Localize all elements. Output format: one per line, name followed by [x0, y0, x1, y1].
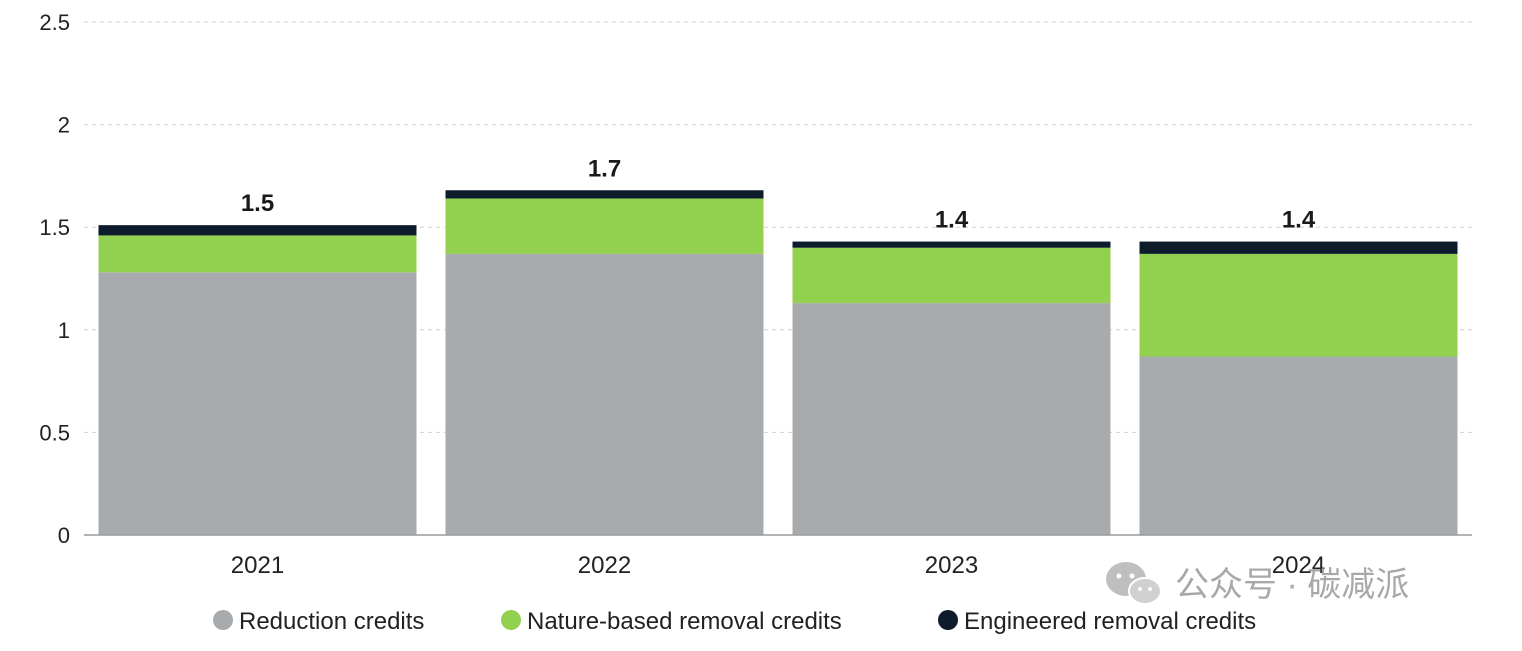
- bar-segment: [98, 235, 417, 273]
- watermark-text: 公众号 · 碳减派: [1175, 566, 1409, 604]
- data-labels: 1.5 2021 1.7 2022 1.4 2023 1.4 2024: [231, 155, 1325, 579]
- bar-segment: [792, 241, 1111, 248]
- legend-label: Engineered removal credits: [964, 608, 1256, 635]
- y-tick-label: 2.5: [39, 10, 70, 35]
- bar-segment: [445, 253, 764, 535]
- x-tick-label: 2023: [925, 552, 978, 579]
- legend-label: Nature-based removal credits: [527, 608, 842, 635]
- total-label: 1.5: [241, 190, 274, 217]
- x-tick-label: 2024: [1272, 552, 1325, 579]
- total-label: 1.4: [935, 207, 969, 234]
- gridlines: 0 0.5 1 1.5 2 2.5: [39, 10, 1472, 548]
- legend: Reduction credits Nature-based removal cr…: [213, 608, 1256, 635]
- bar-segment: [445, 190, 764, 199]
- y-tick-label: 1: [58, 318, 70, 343]
- legend-marker: [213, 610, 233, 630]
- legend-marker: [938, 610, 958, 630]
- bar-segment: [1139, 253, 1458, 357]
- legend-marker: [501, 610, 521, 630]
- bars: [98, 190, 1458, 535]
- total-label: 1.4: [1282, 207, 1316, 234]
- bar-segment: [98, 225, 417, 236]
- bar-segment: [792, 247, 1111, 304]
- bar-segment: [1139, 356, 1458, 535]
- bar-segment: [792, 303, 1111, 535]
- bar-segment: [98, 272, 417, 535]
- x-tick-label: 2022: [578, 552, 631, 579]
- bar-segment: [445, 198, 764, 254]
- total-label: 1.7: [588, 155, 621, 182]
- wechat-icon: [1106, 562, 1162, 605]
- legend-label: Reduction credits: [239, 608, 424, 635]
- watermark: 公众号 · 碳减派: [1106, 562, 1409, 605]
- y-tick-label: 0: [58, 523, 70, 548]
- x-tick-label: 2021: [231, 552, 284, 579]
- y-tick-label: 2: [58, 113, 70, 138]
- y-tick-label: 1.5: [39, 215, 70, 240]
- y-tick-label: 0.5: [39, 420, 70, 445]
- bar-segment: [1139, 241, 1458, 254]
